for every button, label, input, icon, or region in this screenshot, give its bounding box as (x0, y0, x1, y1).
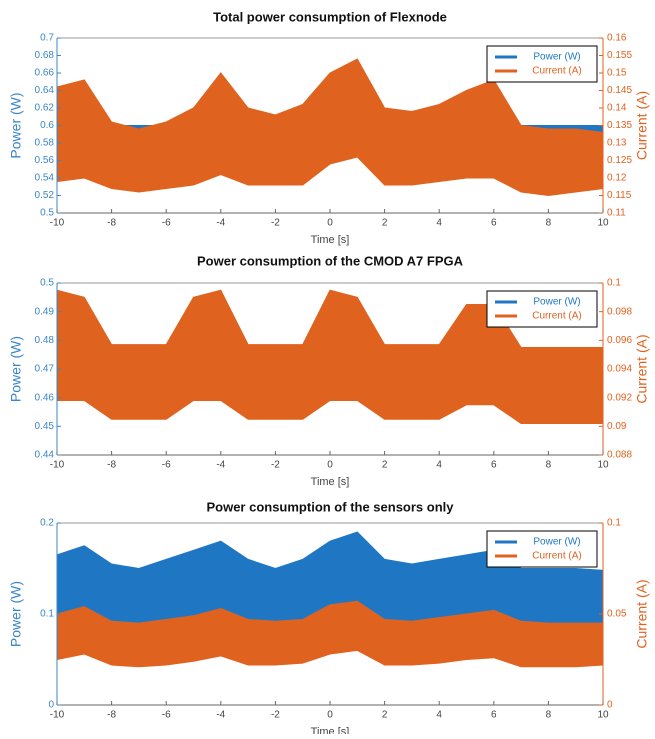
y-axis-label: Power (W) (8, 581, 24, 647)
x-tick-label: -10 (50, 460, 65, 471)
y-tick-label: 0.68 (35, 50, 55, 61)
y2-tick-label: 0.13 (607, 138, 627, 149)
x-axis-label: Time [s] (311, 476, 350, 488)
x-tick-label: 4 (436, 710, 442, 721)
x-tick-label: 10 (597, 218, 609, 229)
x-tick-label: -2 (271, 710, 280, 721)
chart-title: Power consumption of the sensors only (206, 499, 454, 514)
x-tick-label: -6 (162, 710, 171, 721)
y-tick-label: 0.44 (35, 450, 55, 461)
y2-tick-label: 0.092 (607, 392, 632, 403)
x-tick-label: -4 (216, 460, 225, 471)
x-tick-label: 6 (491, 460, 497, 471)
y-tick-label: 0 (48, 700, 54, 711)
y2-tick-label: 0.088 (607, 450, 632, 461)
y-tick-label: 0.45 (35, 421, 55, 432)
y-tick-label: 0.52 (35, 190, 55, 201)
legend-box (486, 290, 598, 328)
y-tick-label: 0.1 (40, 609, 54, 620)
y-tick-label: 0.58 (35, 138, 55, 149)
y2-tick-label: 0.14 (607, 103, 627, 114)
x-tick-label: 8 (546, 710, 552, 721)
x-tick-label: -4 (216, 710, 225, 721)
y-tick-label: 0.56 (35, 155, 55, 166)
x-axis-label: Time [s] (311, 726, 350, 734)
x-tick-label: 0 (327, 218, 333, 229)
legend-label: Current (A) (532, 66, 581, 77)
x-tick-label: 6 (491, 710, 497, 721)
legend-label: Current (A) (532, 551, 581, 562)
y-tick-label: 0.5 (40, 208, 54, 219)
x-tick-label: 2 (382, 460, 388, 471)
y2-tick-label: 0.11 (607, 208, 626, 219)
y-axis-label: Power (W) (8, 336, 24, 402)
y-tick-label: 0.46 (35, 392, 55, 403)
y-tick-label: 0.48 (35, 335, 55, 346)
y-tick-label: 0.49 (35, 306, 55, 317)
y2-tick-label: 0.096 (607, 335, 632, 346)
y2-axis-label: Current (A) (634, 91, 650, 160)
y2-tick-label: 0.09 (607, 421, 627, 432)
legend-label: Current (A) (532, 311, 581, 322)
x-tick-label: 0 (327, 460, 333, 471)
y-tick-label: 0.66 (35, 68, 55, 79)
x-tick-label: -2 (271, 460, 280, 471)
y2-axis-label: Current (A) (634, 334, 650, 403)
y2-tick-label: 0.16 (607, 33, 627, 44)
y2-tick-label: 0 (607, 700, 613, 711)
x-tick-label: 6 (491, 218, 497, 229)
legend-box (486, 45, 598, 83)
y2-tick-label: 0.15 (607, 68, 627, 79)
y2-tick-label: 0.12 (607, 173, 627, 184)
x-tick-label: -8 (107, 218, 116, 229)
x-tick-label: 4 (436, 460, 442, 471)
x-tick-label: 10 (597, 710, 609, 721)
y2-tick-label: 0.135 (607, 120, 632, 131)
legend-label: Power (W) (533, 297, 580, 308)
y-tick-label: 0.47 (35, 364, 55, 375)
x-tick-label: 4 (436, 218, 442, 229)
x-tick-label: 10 (597, 460, 609, 471)
chart-title: Power consumption of the CMOD A7 FPGA (197, 253, 464, 268)
y-tick-label: 0.5 (40, 278, 54, 289)
y-tick-label: 0.64 (35, 85, 55, 96)
x-tick-label: -2 (271, 218, 280, 229)
y2-tick-label: 0.098 (607, 306, 632, 317)
legend-box (486, 530, 598, 568)
y2-tick-label: 0.094 (607, 364, 632, 375)
x-tick-label: 8 (546, 460, 552, 471)
y-tick-label: 0.2 (40, 518, 54, 529)
y2-tick-label: 0.145 (607, 85, 632, 96)
y2-tick-label: 0.115 (607, 190, 632, 201)
y-tick-label: 0.54 (35, 173, 55, 184)
x-tick-label: -6 (162, 218, 171, 229)
x-tick-label: 2 (382, 710, 388, 721)
x-tick-label: -6 (162, 460, 171, 471)
y2-tick-label: 0.05 (607, 609, 627, 620)
x-tick-label: -8 (107, 460, 116, 471)
x-tick-label: -8 (107, 710, 116, 721)
x-tick-label: -4 (216, 218, 225, 229)
y-tick-label: 0.7 (40, 33, 54, 44)
legend-label: Power (W) (533, 52, 580, 63)
chart-title: Total power consumption of Flexnode (213, 9, 447, 24)
x-tick-label: -10 (50, 710, 65, 721)
x-tick-label: -10 (50, 218, 65, 229)
x-tick-label: 8 (546, 218, 552, 229)
y-axis-label: Power (W) (8, 92, 24, 158)
y2-tick-label: 0.155 (607, 50, 632, 61)
x-tick-label: 0 (327, 710, 333, 721)
y-tick-label: 0.62 (35, 103, 55, 114)
y-tick-label: 0.6 (40, 120, 54, 131)
y2-tick-label: 0.125 (607, 155, 632, 166)
x-axis-label: Time [s] (311, 234, 350, 246)
y2-tick-label: 0.1 (607, 518, 621, 529)
y2-tick-label: 0.1 (607, 278, 621, 289)
x-tick-label: 2 (382, 218, 388, 229)
y2-axis-label: Current (A) (634, 579, 650, 648)
legend-label: Power (W) (533, 537, 580, 548)
